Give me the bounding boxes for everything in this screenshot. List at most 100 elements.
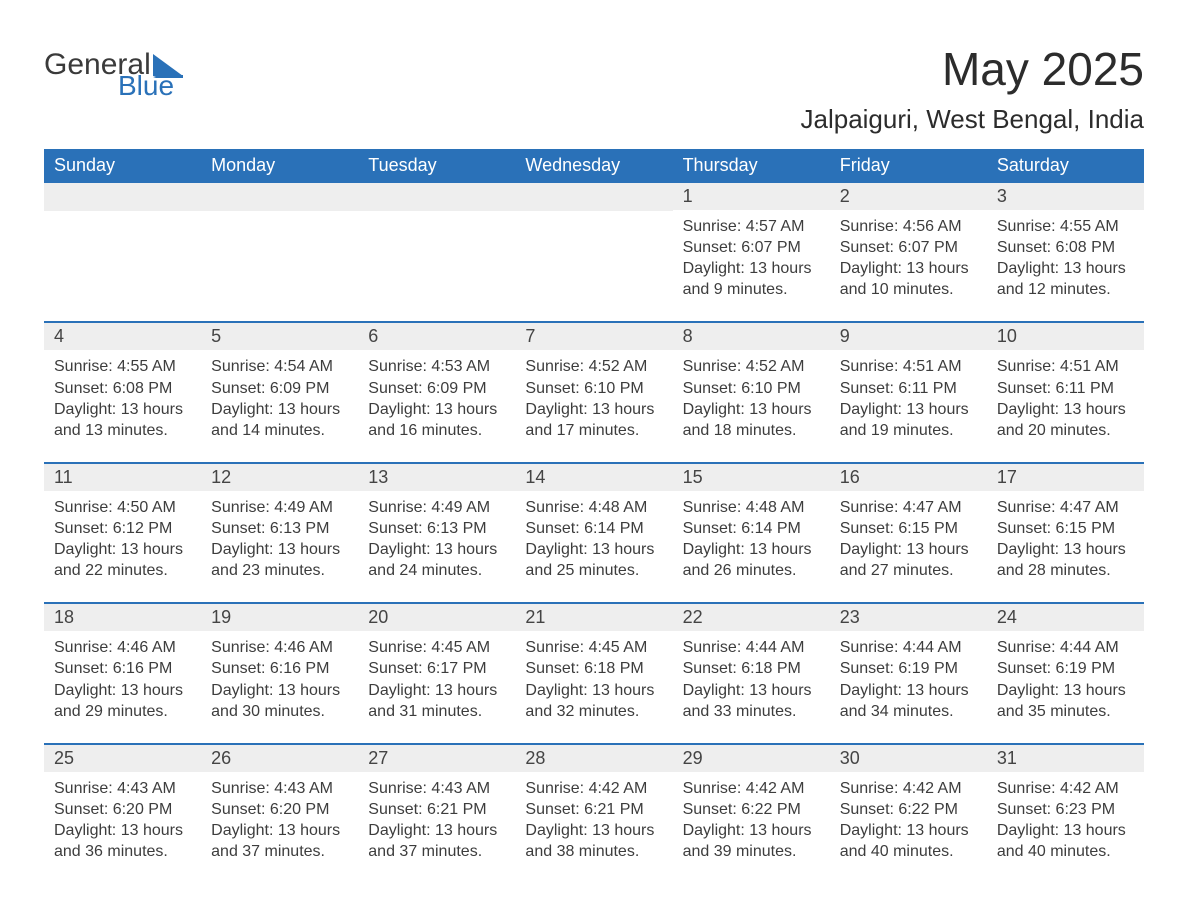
sunrise-text: Sunrise: 4:54 AM [211, 356, 348, 377]
logo-triangle-icon [153, 54, 183, 76]
day-body: Sunrise: 4:46 AMSunset: 6:16 PMDaylight:… [201, 631, 358, 725]
daylight-text: Daylight: 13 hours and 23 minutes. [211, 539, 348, 581]
day-body: Sunrise: 4:57 AMSunset: 6:07 PMDaylight:… [673, 210, 830, 304]
sunrise-text: Sunrise: 4:49 AM [211, 497, 348, 518]
day-body: Sunrise: 4:44 AMSunset: 6:18 PMDaylight:… [673, 631, 830, 725]
day-body: Sunrise: 4:54 AMSunset: 6:09 PMDaylight:… [201, 350, 358, 444]
day-number: 9 [830, 323, 987, 350]
day-body: Sunrise: 4:55 AMSunset: 6:08 PMDaylight:… [987, 210, 1144, 304]
sunset-text: Sunset: 6:20 PM [211, 799, 348, 820]
day-body: Sunrise: 4:53 AMSunset: 6:09 PMDaylight:… [358, 350, 515, 444]
day-cell: 23Sunrise: 4:44 AMSunset: 6:19 PMDayligh… [830, 604, 987, 725]
day-cell [44, 183, 201, 304]
daylight-text: Daylight: 13 hours and 16 minutes. [368, 399, 505, 441]
day-number: 16 [830, 464, 987, 491]
day-body: Sunrise: 4:56 AMSunset: 6:07 PMDaylight:… [830, 210, 987, 304]
daylight-text: Daylight: 13 hours and 29 minutes. [54, 680, 191, 722]
day-cell: 20Sunrise: 4:45 AMSunset: 6:17 PMDayligh… [358, 604, 515, 725]
sunset-text: Sunset: 6:07 PM [840, 237, 977, 258]
sunset-text: Sunset: 6:16 PM [211, 658, 348, 679]
day-header: Sunday [44, 149, 201, 183]
day-number [358, 183, 515, 211]
sunrise-text: Sunrise: 4:44 AM [997, 637, 1134, 658]
sunrise-text: Sunrise: 4:42 AM [683, 778, 820, 799]
sunrise-text: Sunrise: 4:53 AM [368, 356, 505, 377]
title-block: May 2025 Jalpaiguri, West Bengal, India [801, 36, 1145, 135]
sunset-text: Sunset: 6:15 PM [997, 518, 1134, 539]
day-cell: 30Sunrise: 4:42 AMSunset: 6:22 PMDayligh… [830, 745, 987, 866]
day-number: 22 [673, 604, 830, 631]
sunset-text: Sunset: 6:07 PM [683, 237, 820, 258]
day-body: Sunrise: 4:45 AMSunset: 6:17 PMDaylight:… [358, 631, 515, 725]
sunset-text: Sunset: 6:19 PM [997, 658, 1134, 679]
day-cell: 11Sunrise: 4:50 AMSunset: 6:12 PMDayligh… [44, 464, 201, 585]
day-number: 17 [987, 464, 1144, 491]
sunrise-text: Sunrise: 4:43 AM [211, 778, 348, 799]
day-body: Sunrise: 4:44 AMSunset: 6:19 PMDaylight:… [830, 631, 987, 725]
daylight-text: Daylight: 13 hours and 33 minutes. [683, 680, 820, 722]
day-cell: 4Sunrise: 4:55 AMSunset: 6:08 PMDaylight… [44, 323, 201, 444]
daylight-text: Daylight: 13 hours and 37 minutes. [368, 820, 505, 862]
sunrise-text: Sunrise: 4:46 AM [54, 637, 191, 658]
day-body: Sunrise: 4:47 AMSunset: 6:15 PMDaylight:… [987, 491, 1144, 585]
day-cell: 18Sunrise: 4:46 AMSunset: 6:16 PMDayligh… [44, 604, 201, 725]
daylight-text: Daylight: 13 hours and 32 minutes. [525, 680, 662, 722]
sunset-text: Sunset: 6:18 PM [683, 658, 820, 679]
day-header-row: Sunday Monday Tuesday Wednesday Thursday… [44, 149, 1144, 183]
daylight-text: Daylight: 13 hours and 25 minutes. [525, 539, 662, 581]
day-number: 6 [358, 323, 515, 350]
sunrise-text: Sunrise: 4:43 AM [54, 778, 191, 799]
sunrise-text: Sunrise: 4:50 AM [54, 497, 191, 518]
day-number: 2 [830, 183, 987, 210]
day-body: Sunrise: 4:44 AMSunset: 6:19 PMDaylight:… [987, 631, 1144, 725]
sunset-text: Sunset: 6:10 PM [525, 378, 662, 399]
daylight-text: Daylight: 13 hours and 34 minutes. [840, 680, 977, 722]
day-number: 21 [515, 604, 672, 631]
day-cell: 1Sunrise: 4:57 AMSunset: 6:07 PMDaylight… [673, 183, 830, 304]
daylight-text: Daylight: 13 hours and 14 minutes. [211, 399, 348, 441]
sunrise-text: Sunrise: 4:52 AM [683, 356, 820, 377]
day-number: 12 [201, 464, 358, 491]
sunset-text: Sunset: 6:13 PM [211, 518, 348, 539]
daylight-text: Daylight: 13 hours and 31 minutes. [368, 680, 505, 722]
day-body: Sunrise: 4:43 AMSunset: 6:20 PMDaylight:… [201, 772, 358, 866]
day-number: 19 [201, 604, 358, 631]
sunset-text: Sunset: 6:11 PM [840, 378, 977, 399]
day-number: 26 [201, 745, 358, 772]
day-header: Thursday [673, 149, 830, 183]
week-row: 11Sunrise: 4:50 AMSunset: 6:12 PMDayligh… [44, 462, 1144, 585]
sunrise-text: Sunrise: 4:42 AM [997, 778, 1134, 799]
day-body: Sunrise: 4:48 AMSunset: 6:14 PMDaylight:… [515, 491, 672, 585]
day-cell: 7Sunrise: 4:52 AMSunset: 6:10 PMDaylight… [515, 323, 672, 444]
sunset-text: Sunset: 6:15 PM [840, 518, 977, 539]
daylight-text: Daylight: 13 hours and 17 minutes. [525, 399, 662, 441]
day-header: Wednesday [515, 149, 672, 183]
sunrise-text: Sunrise: 4:56 AM [840, 216, 977, 237]
day-number: 23 [830, 604, 987, 631]
day-number: 18 [44, 604, 201, 631]
day-number: 3 [987, 183, 1144, 210]
logo: General Blue [44, 50, 183, 100]
sunset-text: Sunset: 6:14 PM [525, 518, 662, 539]
day-number: 14 [515, 464, 672, 491]
day-cell: 16Sunrise: 4:47 AMSunset: 6:15 PMDayligh… [830, 464, 987, 585]
sunrise-text: Sunrise: 4:48 AM [683, 497, 820, 518]
sunset-text: Sunset: 6:14 PM [683, 518, 820, 539]
day-cell: 15Sunrise: 4:48 AMSunset: 6:14 PMDayligh… [673, 464, 830, 585]
daylight-text: Daylight: 13 hours and 9 minutes. [683, 258, 820, 300]
day-cell: 26Sunrise: 4:43 AMSunset: 6:20 PMDayligh… [201, 745, 358, 866]
day-body [515, 211, 672, 303]
day-number: 30 [830, 745, 987, 772]
sunrise-text: Sunrise: 4:42 AM [525, 778, 662, 799]
day-body: Sunrise: 4:46 AMSunset: 6:16 PMDaylight:… [44, 631, 201, 725]
day-body: Sunrise: 4:55 AMSunset: 6:08 PMDaylight:… [44, 350, 201, 444]
day-body: Sunrise: 4:49 AMSunset: 6:13 PMDaylight:… [358, 491, 515, 585]
sunset-text: Sunset: 6:08 PM [54, 378, 191, 399]
sunrise-text: Sunrise: 4:47 AM [997, 497, 1134, 518]
sunrise-text: Sunrise: 4:55 AM [54, 356, 191, 377]
day-body: Sunrise: 4:42 AMSunset: 6:22 PMDaylight:… [673, 772, 830, 866]
day-cell: 29Sunrise: 4:42 AMSunset: 6:22 PMDayligh… [673, 745, 830, 866]
day-number: 4 [44, 323, 201, 350]
sunrise-text: Sunrise: 4:44 AM [840, 637, 977, 658]
day-body [358, 211, 515, 303]
